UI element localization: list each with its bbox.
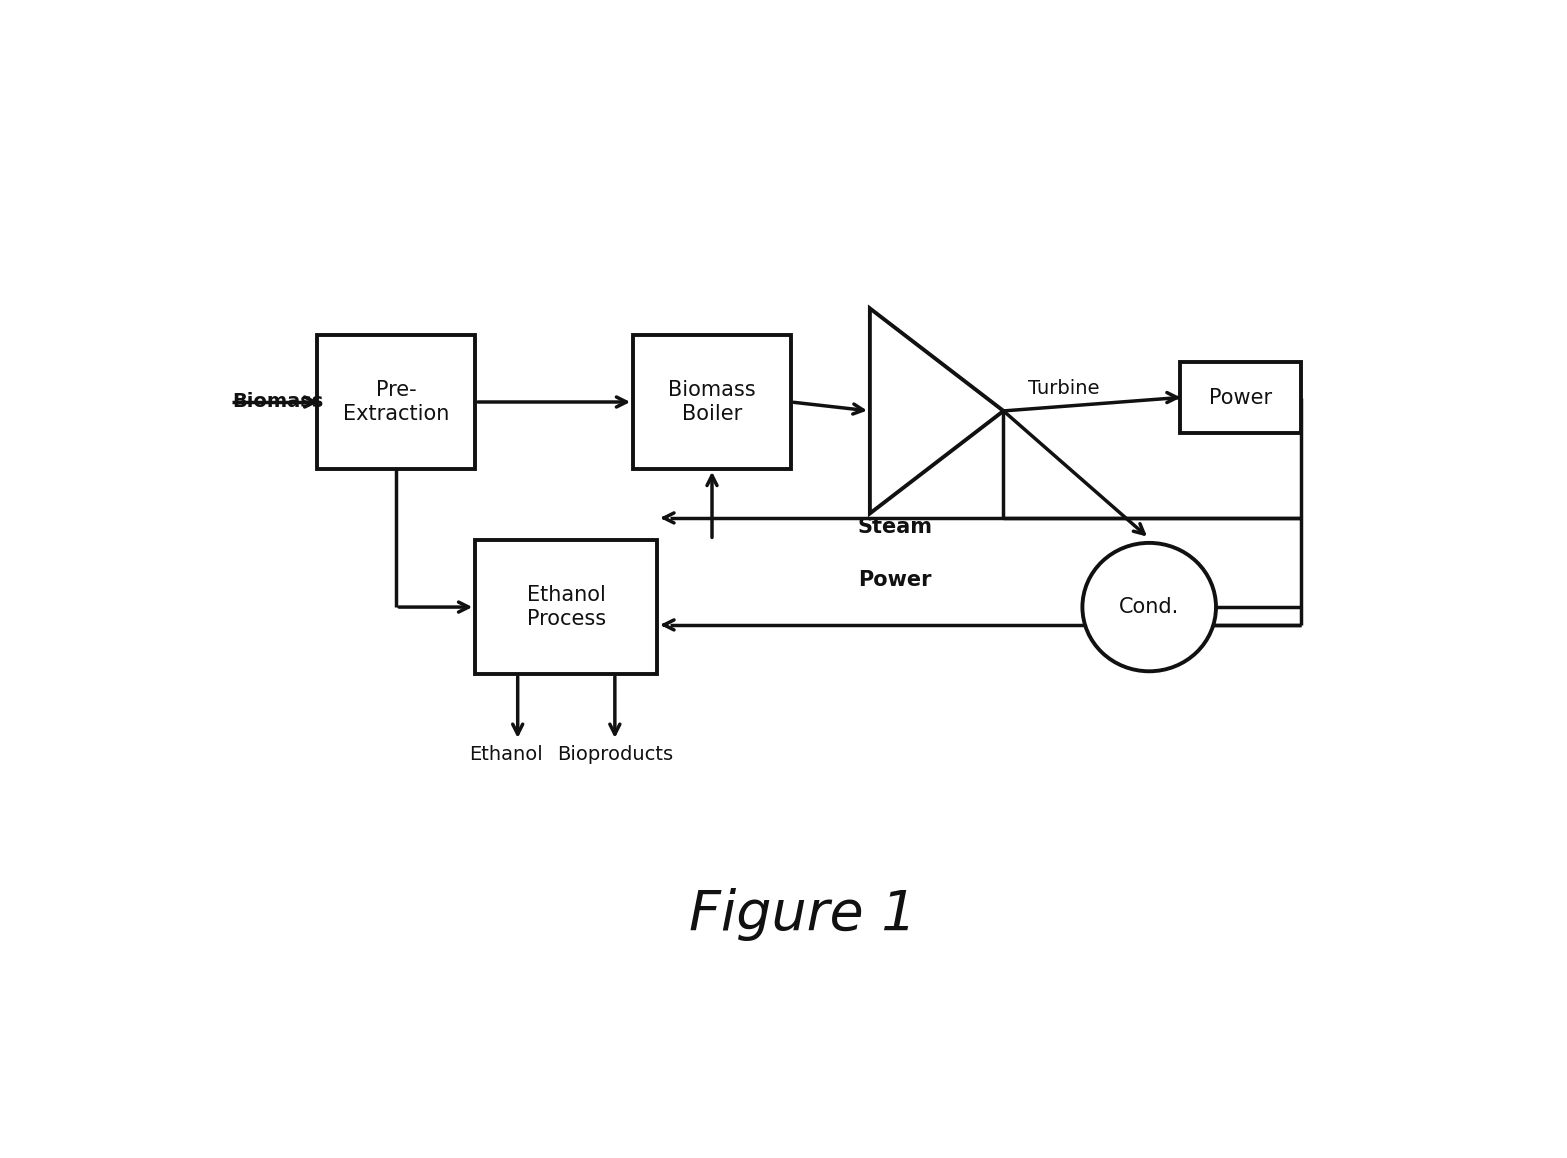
Text: Figure 1: Figure 1 xyxy=(689,888,917,941)
Text: Ethanol
Process: Ethanol Process xyxy=(527,586,606,629)
Text: Cond.: Cond. xyxy=(1119,598,1180,617)
Text: Bioproducts: Bioproducts xyxy=(556,745,672,764)
Text: Ethanol: Ethanol xyxy=(469,745,542,764)
Text: Biomass: Biomass xyxy=(232,393,323,411)
Ellipse shape xyxy=(1083,543,1216,672)
Text: Biomass
Boiler: Biomass Boiler xyxy=(668,380,755,424)
Text: Pre-
Extraction: Pre- Extraction xyxy=(343,380,450,424)
Text: Turbine: Turbine xyxy=(1028,379,1100,398)
FancyBboxPatch shape xyxy=(633,335,791,469)
Text: Steam: Steam xyxy=(857,516,932,537)
Text: Power: Power xyxy=(857,571,931,591)
FancyBboxPatch shape xyxy=(317,335,475,469)
Polygon shape xyxy=(870,308,1003,513)
FancyBboxPatch shape xyxy=(1180,361,1301,433)
Text: Power: Power xyxy=(1208,388,1272,408)
FancyBboxPatch shape xyxy=(475,540,658,674)
